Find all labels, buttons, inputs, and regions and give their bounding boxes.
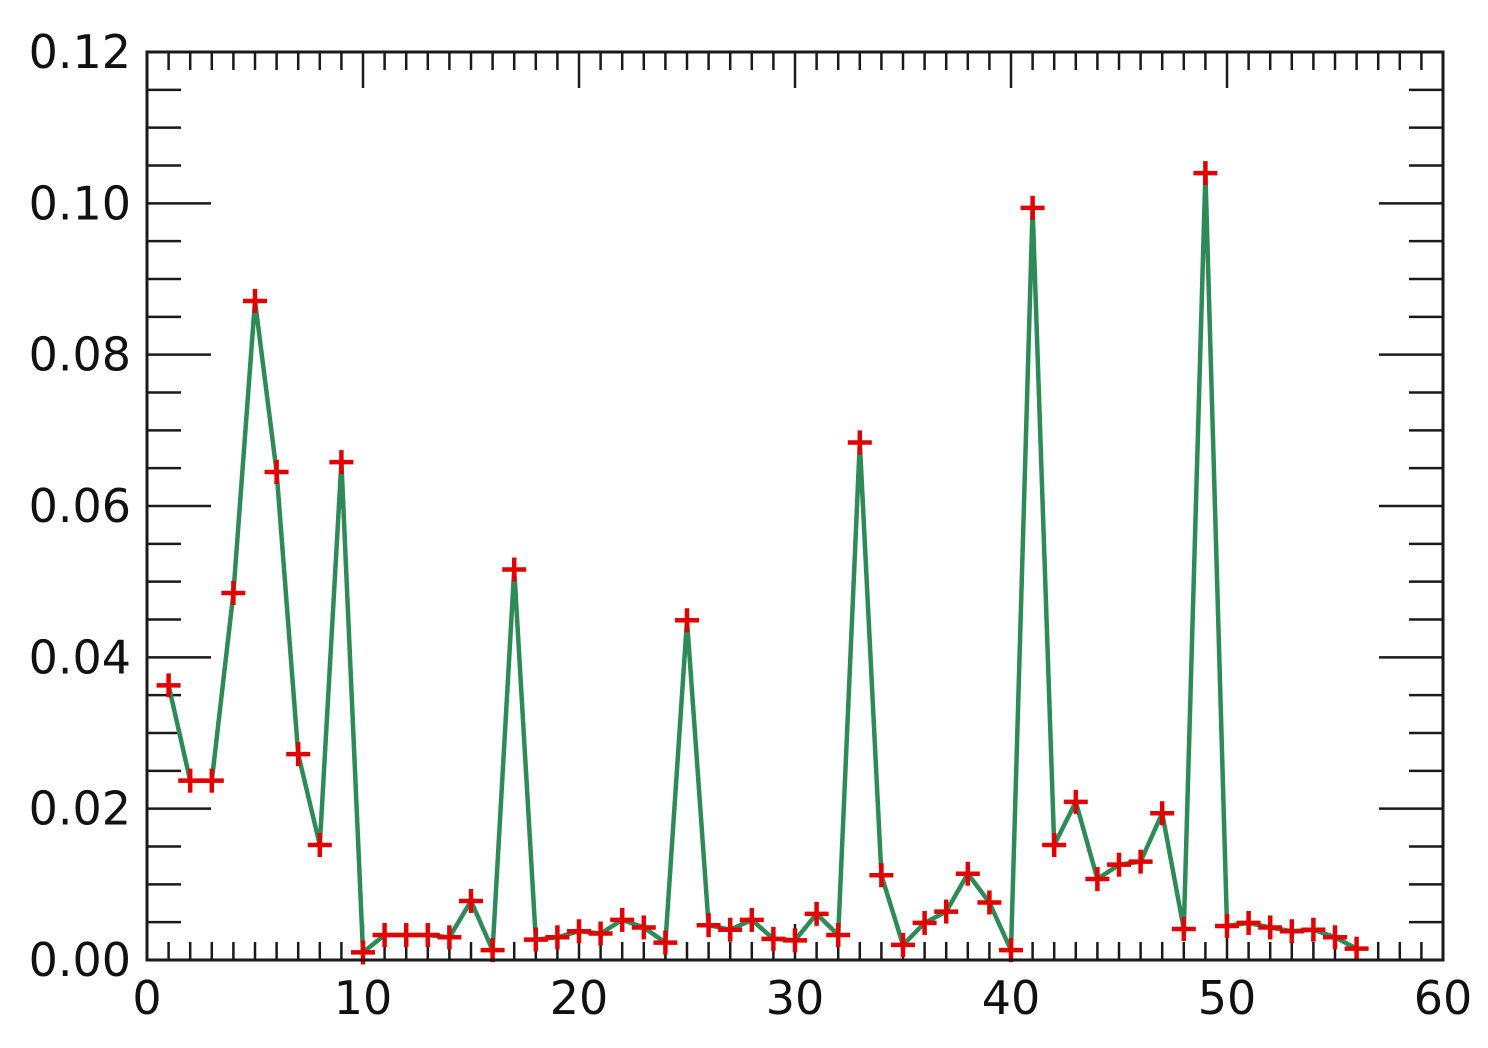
x-tick-label: 30 — [766, 971, 825, 1025]
data-point-marker — [437, 925, 462, 950]
data-point-marker — [480, 938, 505, 963]
data-point-marker — [1150, 801, 1175, 826]
y-tick-label: 0.10 — [29, 176, 131, 230]
data-point-marker — [826, 923, 851, 948]
x-tick-label: 20 — [550, 971, 609, 1025]
data-point-marker — [1236, 910, 1261, 935]
data-point-marker — [718, 917, 743, 942]
x-tick-labels: 0 10 20 30 40 50 60 — [132, 971, 1472, 1025]
data-point-marker — [631, 915, 656, 940]
data-point-marker — [739, 907, 764, 932]
data-point-marker — [1344, 936, 1369, 961]
y-tick-label: 0.08 — [29, 328, 131, 382]
data-point-marker — [869, 863, 894, 888]
data-point-marker — [610, 907, 635, 932]
y-tick-label: 0.06 — [29, 479, 131, 533]
plot-frame — [145, 50, 1445, 962]
data-point-marker — [156, 673, 181, 698]
data-point-marker — [696, 913, 721, 938]
y-tick-label: 0.12 — [29, 25, 131, 79]
data-point-marker — [286, 742, 311, 767]
data-point-marker — [1258, 915, 1283, 940]
data-point-marker — [221, 581, 246, 606]
series-layer — [166, 170, 1358, 955]
data-point-marker — [1042, 832, 1067, 857]
data-point-marker — [934, 899, 959, 924]
data-point-marker — [847, 430, 872, 455]
data-point-marker — [1279, 919, 1304, 944]
data-point-marker — [1085, 867, 1110, 892]
data-point-marker — [459, 888, 483, 913]
data-point-marker — [955, 861, 980, 886]
y-tick-label: 0.02 — [29, 782, 131, 836]
series-line — [166, 170, 1358, 955]
data-point-marker — [1128, 849, 1153, 874]
data-point-marker — [675, 608, 699, 633]
data-point-marker — [588, 921, 613, 946]
data-point-marker — [394, 923, 419, 948]
data-point-marker — [502, 557, 527, 582]
data-point-marker — [199, 768, 224, 793]
data-point-marker — [307, 832, 332, 857]
data-point-marker — [243, 288, 267, 313]
data-point-marker — [804, 901, 829, 926]
data-point-marker — [178, 768, 203, 793]
data-point-marker — [761, 926, 786, 951]
data-point-marker — [1193, 161, 1218, 186]
data-point-marker — [912, 910, 937, 935]
data-point-marker — [1215, 913, 1239, 938]
data-point-marker — [372, 923, 397, 948]
data-point-marker — [977, 890, 1002, 915]
x-tick-label: 50 — [1198, 971, 1257, 1025]
data-point-marker — [545, 925, 570, 950]
data-point-marker — [783, 928, 807, 953]
y-tick-label: 0.04 — [29, 630, 131, 684]
data-point-marker — [1107, 852, 1131, 877]
data-point-marker — [999, 938, 1023, 963]
data-point-marker — [1063, 789, 1088, 814]
data-point-marker — [415, 923, 440, 948]
data-point-marker — [329, 450, 354, 475]
data-point-marker — [567, 919, 591, 944]
x-tick-label: 10 — [334, 971, 393, 1025]
marker-layer — [156, 161, 1369, 965]
x-tick-label: 0 — [132, 971, 161, 1025]
y-tick-label: 0.00 — [29, 933, 131, 987]
data-point-marker — [523, 927, 548, 952]
y-tick-labels: 0.00 0.02 0.04 0.06 0.08 0.10 0.12 — [29, 25, 131, 987]
data-point-marker — [653, 930, 678, 955]
data-point-marker — [1323, 925, 1347, 950]
data-point-marker — [1301, 917, 1326, 942]
x-tick-label: 40 — [982, 971, 1041, 1025]
data-point-marker — [891, 932, 915, 957]
data-point-marker — [264, 459, 289, 484]
data-point-marker — [1171, 916, 1196, 941]
x-tick-label: 60 — [1414, 971, 1473, 1025]
data-point-marker — [1020, 195, 1045, 220]
